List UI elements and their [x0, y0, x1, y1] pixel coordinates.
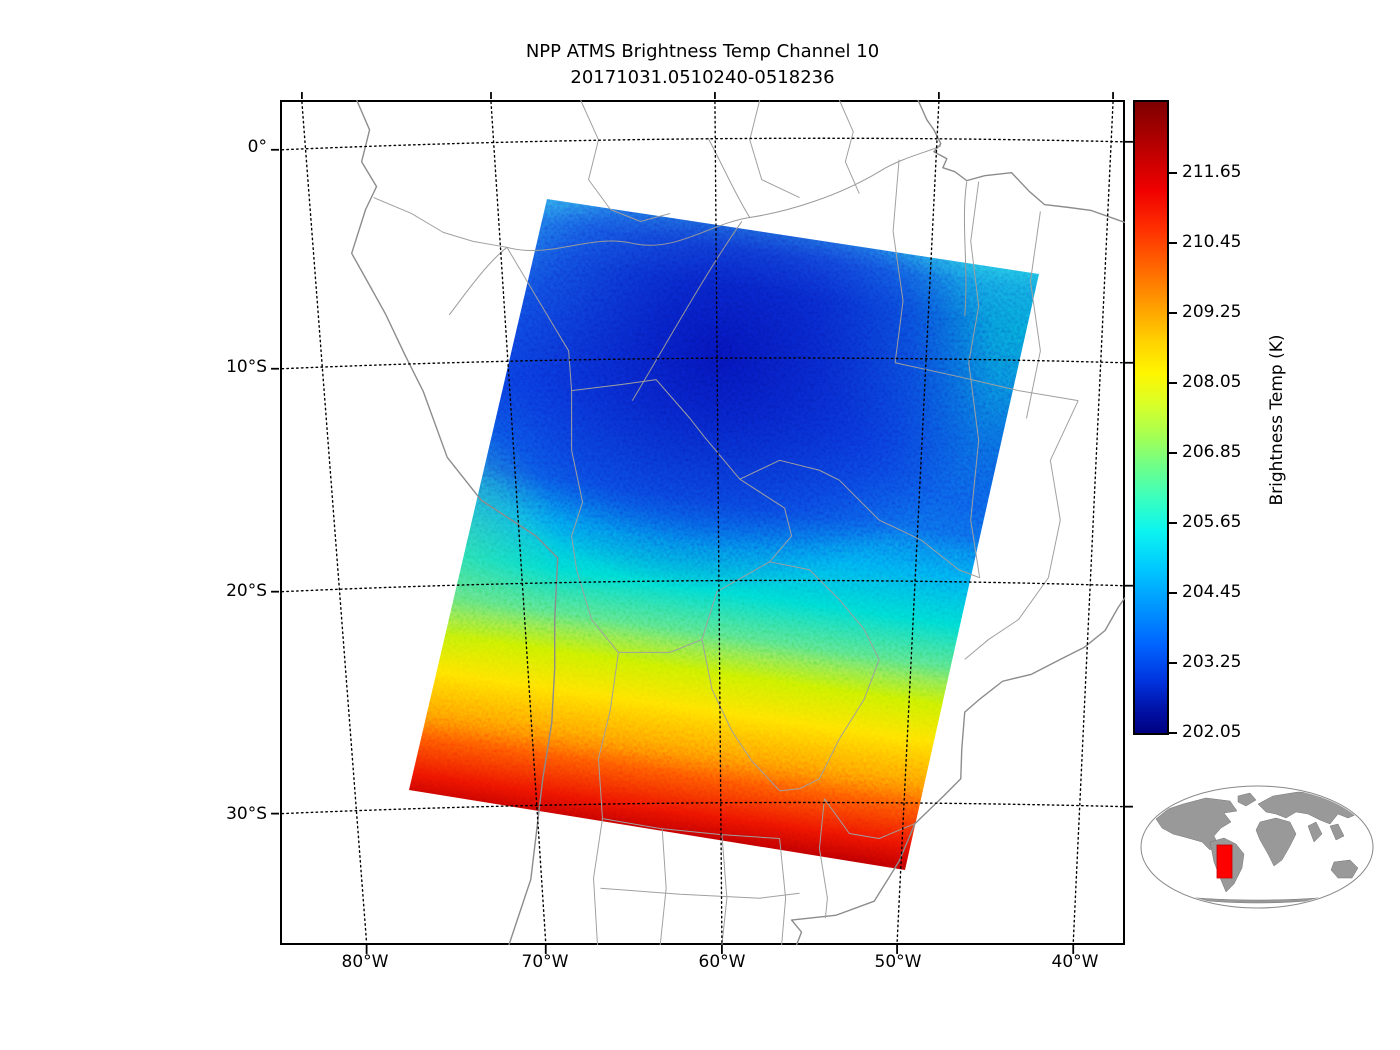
colorbar	[1133, 100, 1169, 735]
colorbar-tick-mark	[1169, 452, 1177, 454]
colorbar-tick-label: 202.05	[1182, 722, 1242, 742]
colorbar-tick-mark	[1169, 242, 1177, 244]
colorbar-tick-mark	[1169, 732, 1177, 734]
lon-tick-label: 80°W	[341, 952, 389, 972]
lat-tick-label: 0°	[247, 137, 267, 157]
plot-subtitle: 20171031.0510240-0518236	[570, 67, 835, 88]
colorbar-tick-label: 205.65	[1182, 512, 1242, 532]
map-overlay-svg	[271, 92, 1133, 954]
country-borders	[373, 99, 1079, 946]
lat-tick-label: 10°S	[226, 357, 267, 377]
colorbar-tick-label: 208.05	[1182, 372, 1242, 392]
colorbar-tick-mark	[1169, 662, 1177, 664]
colorbar-tick-label: 211.65	[1182, 162, 1242, 182]
globe-swath-marker	[1216, 844, 1233, 879]
colorbar-tick-mark	[1169, 522, 1177, 524]
plot-title: NPP ATMS Brightness Temp Channel 10	[525, 41, 880, 62]
globe-inset	[1140, 785, 1374, 909]
colorbar-tick-label: 203.25	[1182, 652, 1242, 672]
colorbar-tick-mark	[1169, 592, 1177, 594]
lon-tick-label: 70°W	[521, 952, 569, 972]
lon-tick-label: 60°W	[698, 952, 746, 972]
colorbar-axis-label: Brightness Temp (K)	[1267, 334, 1287, 506]
colorbar-tick-label: 210.45	[1182, 232, 1242, 252]
graticule	[281, 101, 1124, 944]
lat-tick-label: 30°S	[226, 804, 267, 824]
colorbar-tick-label: 206.85	[1182, 442, 1242, 462]
globe-ocean	[1140, 785, 1374, 909]
colorbar-tick-mark	[1169, 312, 1177, 314]
colorbar-tick-mark	[1169, 382, 1177, 384]
lon-tick-label: 50°W	[874, 952, 922, 972]
colorbar-tick-mark	[1169, 172, 1177, 174]
map-plot	[271, 92, 1133, 954]
lat-tick-label: 20°S	[226, 581, 267, 601]
colorbar-tick-label: 209.25	[1182, 302, 1242, 322]
axis-ticks	[271, 92, 1133, 954]
colorbar-tick-label: 204.45	[1182, 582, 1242, 602]
lon-tick-label: 40°W	[1051, 952, 1099, 972]
